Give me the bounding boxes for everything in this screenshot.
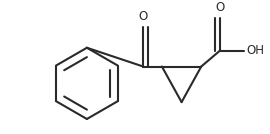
Text: OH: OH: [246, 44, 264, 57]
Text: O: O: [139, 10, 148, 23]
Text: O: O: [215, 1, 225, 14]
